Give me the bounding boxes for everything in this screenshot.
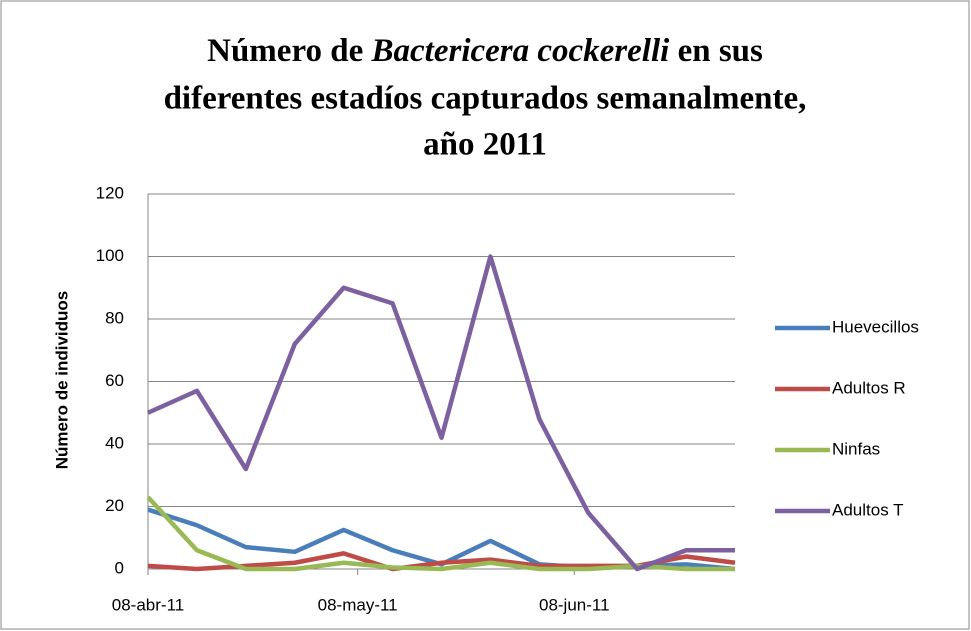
series-line <box>147 254 735 572</box>
y-tick-label: 120 <box>96 183 124 202</box>
x-tick-label: 08-abr-11 <box>112 595 184 614</box>
x-tick-label: 08-may-11 <box>318 595 398 614</box>
y-tick-label: 100 <box>96 246 124 265</box>
y-tick-label: 20 <box>105 496 124 515</box>
y-tick-label: 60 <box>105 371 124 390</box>
chart-title: Número de Bactericera cockerelli en sus <box>207 33 763 69</box>
y-tick-label: 0 <box>115 558 124 577</box>
legend-label: Adultos T <box>832 500 904 519</box>
chart-title: diferentes estadíos capturados semanalme… <box>164 81 807 117</box>
legend-label: Ninfas <box>832 439 880 458</box>
y-tick-label: 80 <box>105 308 124 327</box>
y-axis-label: Número de individuos <box>52 291 71 470</box>
legend-label: Huevecillos <box>832 317 919 336</box>
legend-label: Adultos R <box>832 378 906 397</box>
y-tick-label: 40 <box>105 433 124 452</box>
x-tick-label: 08-jun-11 <box>539 595 610 614</box>
chart-title: año 2011 <box>423 127 547 163</box>
